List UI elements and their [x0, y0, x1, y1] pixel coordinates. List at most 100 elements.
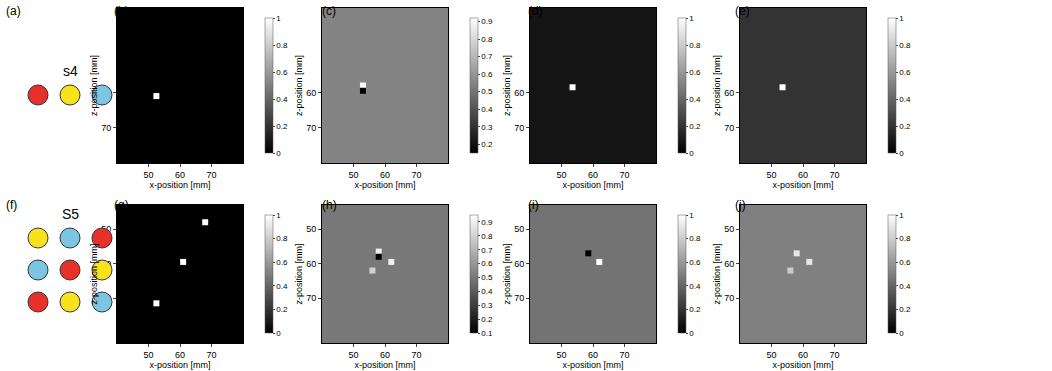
svg-text:(e): (e) [735, 4, 750, 18]
svg-text:70: 70 [724, 123, 734, 133]
svg-text:1: 1 [689, 14, 694, 23]
svg-text:0.2: 0.2 [689, 122, 701, 131]
svg-text:60: 60 [175, 170, 185, 180]
svg-text:(h): (h) [322, 198, 337, 212]
svg-text:0: 0 [899, 149, 904, 158]
svg-text:70: 70 [411, 170, 421, 180]
svg-text:0.1: 0.1 [481, 329, 493, 338]
svg-text:0.6: 0.6 [899, 68, 911, 77]
svg-text:x-position [mm]: x-position [mm] [562, 360, 623, 370]
svg-text:60: 60 [101, 259, 111, 269]
svg-text:60: 60 [588, 170, 598, 180]
svg-text:60: 60 [380, 350, 390, 360]
svg-text:z-position [mm]: z-position [mm] [294, 55, 304, 116]
svg-text:0.2: 0.2 [481, 315, 493, 324]
svg-text:(a): (a) [6, 4, 21, 18]
svg-text:70: 70 [829, 350, 839, 360]
svg-text:60: 60 [798, 350, 808, 360]
svg-text:0.2: 0.2 [689, 305, 701, 314]
svg-text:70: 70 [101, 123, 111, 133]
svg-text:0.4: 0.4 [689, 95, 701, 104]
svg-text:0.7: 0.7 [481, 52, 493, 61]
svg-text:z-position [mm]: z-position [mm] [294, 243, 304, 304]
svg-text:z-position [mm]: z-position [mm] [502, 55, 512, 116]
svg-text:60: 60 [101, 88, 111, 98]
svg-text:S5: S5 [62, 206, 79, 222]
svg-text:z-position [mm]: z-position [mm] [712, 55, 722, 116]
svg-text:70: 70 [619, 170, 629, 180]
svg-text:1: 1 [276, 14, 281, 23]
svg-text:0.4: 0.4 [899, 95, 911, 104]
svg-text:60: 60 [380, 170, 390, 180]
svg-text:60: 60 [724, 88, 734, 98]
svg-text:0.8: 0.8 [689, 234, 701, 243]
svg-text:0.5: 0.5 [481, 273, 493, 282]
svg-text:(i): (i) [528, 198, 539, 212]
svg-text:50: 50 [143, 170, 153, 180]
svg-text:0.6: 0.6 [689, 68, 701, 77]
svg-text:60: 60 [175, 350, 185, 360]
svg-text:z-position [mm]: z-position [mm] [502, 243, 512, 304]
svg-text:50: 50 [514, 224, 524, 234]
svg-text:60: 60 [306, 259, 316, 269]
svg-text:70: 70 [514, 123, 524, 133]
svg-text:x-position [mm]: x-position [mm] [354, 180, 415, 190]
svg-text:0.2: 0.2 [276, 122, 288, 131]
svg-text:70: 70 [514, 293, 524, 303]
svg-text:0.2: 0.2 [899, 122, 911, 131]
svg-text:50: 50 [348, 170, 358, 180]
svg-text:0.3: 0.3 [481, 301, 493, 310]
svg-text:0.8: 0.8 [899, 41, 911, 50]
svg-text:x-position [mm]: x-position [mm] [354, 360, 415, 370]
svg-text:0.4: 0.4 [481, 287, 493, 296]
svg-text:0.3: 0.3 [481, 123, 493, 132]
svg-text:0.8: 0.8 [689, 41, 701, 50]
svg-text:z-position [mm]: z-position [mm] [712, 243, 722, 304]
svg-text:0.6: 0.6 [899, 258, 911, 267]
svg-text:0.2: 0.2 [899, 305, 911, 314]
svg-text:1: 1 [899, 211, 904, 220]
svg-text:x-position [mm]: x-position [mm] [772, 360, 833, 370]
svg-text:0.4: 0.4 [689, 282, 701, 291]
svg-text:70: 70 [619, 350, 629, 360]
svg-text:0.6: 0.6 [481, 259, 493, 268]
svg-text:70: 70 [206, 350, 216, 360]
svg-text:60: 60 [724, 259, 734, 269]
svg-text:(b): (b) [114, 4, 129, 18]
svg-text:70: 70 [829, 170, 839, 180]
svg-text:50: 50 [348, 350, 358, 360]
svg-text:50: 50 [766, 170, 776, 180]
svg-text:0: 0 [276, 149, 281, 158]
svg-text:60: 60 [798, 170, 808, 180]
svg-text:60: 60 [514, 88, 524, 98]
svg-text:0.2: 0.2 [276, 305, 288, 314]
svg-text:0.4: 0.4 [899, 282, 911, 291]
svg-text:1: 1 [276, 211, 281, 220]
svg-text:0.6: 0.6 [481, 70, 493, 79]
svg-text:z-position [mm]: z-position [mm] [89, 243, 99, 304]
svg-text:0.2: 0.2 [481, 140, 493, 149]
svg-text:0.8: 0.8 [276, 234, 288, 243]
svg-text:50: 50 [101, 224, 111, 234]
svg-text:0.9: 0.9 [481, 17, 493, 26]
svg-text:x-position [mm]: x-position [mm] [149, 360, 210, 370]
svg-text:0: 0 [276, 329, 281, 338]
svg-text:70: 70 [724, 293, 734, 303]
svg-text:0.4: 0.4 [276, 282, 288, 291]
svg-text:60: 60 [588, 350, 598, 360]
svg-text:z-position [mm]: z-position [mm] [89, 55, 99, 116]
svg-text:0.5: 0.5 [481, 87, 493, 96]
svg-text:50: 50 [766, 350, 776, 360]
svg-text:x-position [mm]: x-position [mm] [149, 180, 210, 190]
svg-text:0.4: 0.4 [276, 95, 288, 104]
svg-text:0: 0 [689, 329, 694, 338]
svg-text:50: 50 [556, 170, 566, 180]
svg-text:0.8: 0.8 [899, 234, 911, 243]
svg-text:50: 50 [143, 350, 153, 360]
svg-text:0.9: 0.9 [481, 218, 493, 227]
svg-text:(g): (g) [114, 198, 129, 212]
svg-text:0.8: 0.8 [276, 41, 288, 50]
svg-text:60: 60 [306, 88, 316, 98]
svg-text:70: 70 [411, 350, 421, 360]
svg-text:0.6: 0.6 [276, 258, 288, 267]
